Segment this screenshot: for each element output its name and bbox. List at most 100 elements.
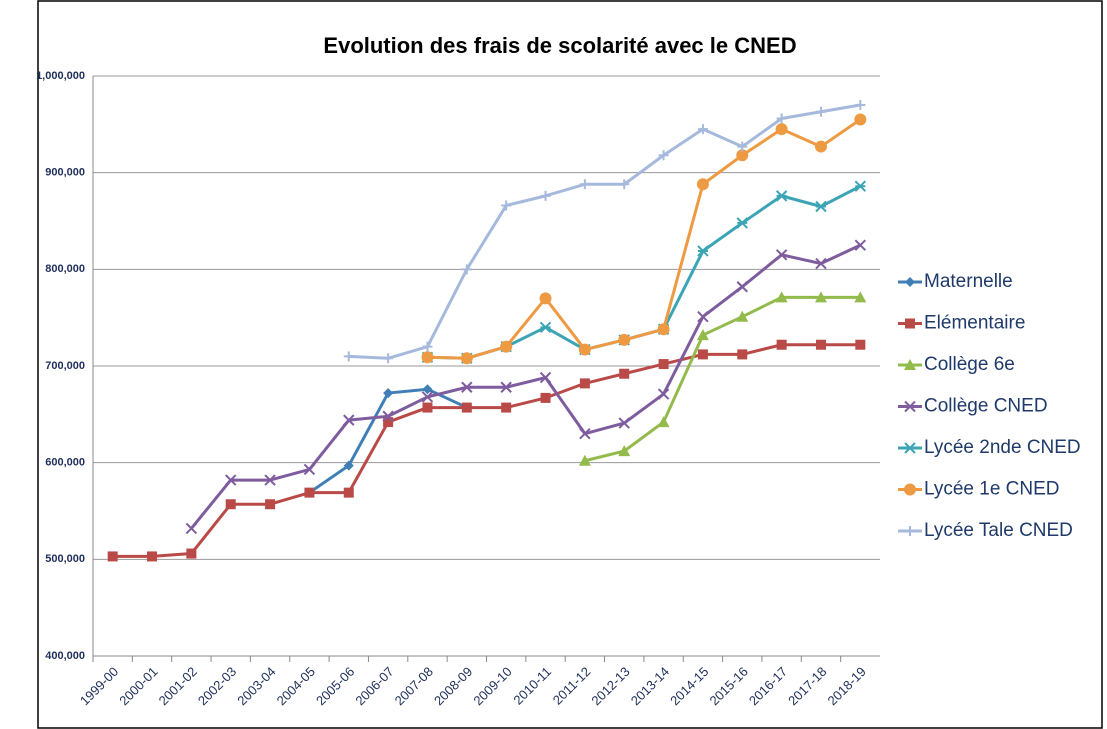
- x-tick-label: 1999-00: [77, 664, 121, 708]
- marker: [618, 333, 631, 346]
- marker: [905, 277, 915, 287]
- marker: [422, 402, 433, 413]
- x-tick-label: 2002-03: [195, 664, 239, 708]
- marker: [186, 548, 197, 559]
- marker: [658, 150, 669, 161]
- series-line: [190, 243, 861, 530]
- marker: [579, 378, 590, 389]
- marker: [736, 310, 749, 322]
- marker: [578, 454, 591, 466]
- marker: [855, 100, 866, 110]
- x-tick-label: 2005-06: [313, 664, 357, 708]
- legend-label: Lycée 2nde CNED: [924, 437, 1081, 458]
- marker: [540, 392, 551, 403]
- marker: [540, 190, 551, 201]
- x-tick-label: 2007-08: [392, 664, 436, 708]
- marker: [736, 149, 749, 162]
- marker: [304, 487, 315, 498]
- x-tick-label: 2011-12: [550, 664, 594, 708]
- marker: [657, 323, 670, 336]
- marker: [461, 381, 473, 393]
- x-tick-label: 2000-01: [116, 664, 160, 708]
- marker: [775, 249, 788, 261]
- marker: [501, 402, 512, 413]
- marker: [815, 339, 826, 350]
- marker: [815, 200, 827, 213]
- marker: [539, 371, 552, 384]
- x-tick-label: 2009-10: [470, 664, 514, 708]
- marker: [775, 190, 788, 202]
- x-tick-label: 2008-09: [431, 664, 475, 708]
- y-tick-label: 400,000: [45, 650, 85, 662]
- x-tick-label: 2017-18: [785, 664, 829, 708]
- marker: [776, 113, 787, 124]
- marker: [343, 487, 354, 498]
- marker: [265, 499, 276, 510]
- marker: [421, 391, 434, 403]
- marker: [776, 339, 787, 350]
- y-tick-label: 1,000,000: [36, 70, 85, 82]
- marker: [854, 239, 867, 251]
- marker: [383, 353, 394, 364]
- marker: [736, 281, 748, 293]
- marker: [737, 349, 748, 360]
- marker: [618, 417, 630, 429]
- marker: [539, 321, 552, 334]
- x-tick-label: 2003-04: [234, 664, 278, 708]
- marker: [579, 427, 591, 440]
- marker: [383, 417, 394, 428]
- marker: [904, 483, 916, 496]
- marker: [579, 179, 590, 190]
- series-line: [427, 118, 862, 360]
- marker: [383, 388, 394, 399]
- marker: [658, 359, 669, 370]
- y-tick-label: 800,000: [45, 263, 85, 275]
- frame: [37, 0, 1103, 729]
- marker: [618, 445, 631, 457]
- x-tick-label: 2014-15: [667, 664, 711, 708]
- marker: [697, 245, 709, 257]
- marker: [461, 264, 472, 275]
- x-tick-label: 2012-13: [588, 664, 632, 708]
- marker: [382, 410, 394, 422]
- x-tick-label: 2001-02: [156, 664, 200, 708]
- x-tick-label: 2004-05: [274, 664, 318, 708]
- series-line: [427, 184, 862, 360]
- marker: [814, 140, 827, 153]
- marker: [905, 526, 915, 536]
- legend-label: Collège 6e: [924, 354, 1015, 375]
- marker: [697, 310, 709, 323]
- marker: [775, 291, 788, 303]
- marker: [578, 343, 591, 356]
- series-line: [584, 295, 861, 463]
- legend-label: Maternelle: [924, 271, 1013, 292]
- marker: [225, 499, 236, 510]
- marker: [854, 291, 867, 303]
- x-tick-label: 2016-17: [746, 664, 790, 708]
- x-tick-label: 2013-14: [628, 664, 672, 708]
- marker: [185, 522, 198, 535]
- marker: [814, 291, 827, 303]
- marker: [500, 381, 512, 393]
- marker: [343, 351, 354, 362]
- marker: [461, 402, 472, 413]
- marker: [422, 341, 433, 352]
- marker: [854, 113, 867, 126]
- marker: [854, 180, 867, 192]
- x-tick-label: 2018-19: [825, 664, 869, 708]
- marker: [905, 318, 915, 329]
- marker: [343, 460, 354, 471]
- y-tick-label: 900,000: [45, 167, 85, 179]
- legend-label: Lycée Tale CNED: [924, 520, 1073, 541]
- legend-label: Collège CNED: [924, 396, 1048, 417]
- marker: [619, 179, 630, 190]
- marker: [421, 351, 434, 364]
- marker: [697, 124, 708, 135]
- marker: [904, 359, 916, 370]
- series-line: [348, 103, 861, 360]
- marker: [737, 141, 748, 152]
- marker: [904, 442, 916, 454]
- marker: [815, 257, 827, 270]
- marker: [501, 200, 512, 211]
